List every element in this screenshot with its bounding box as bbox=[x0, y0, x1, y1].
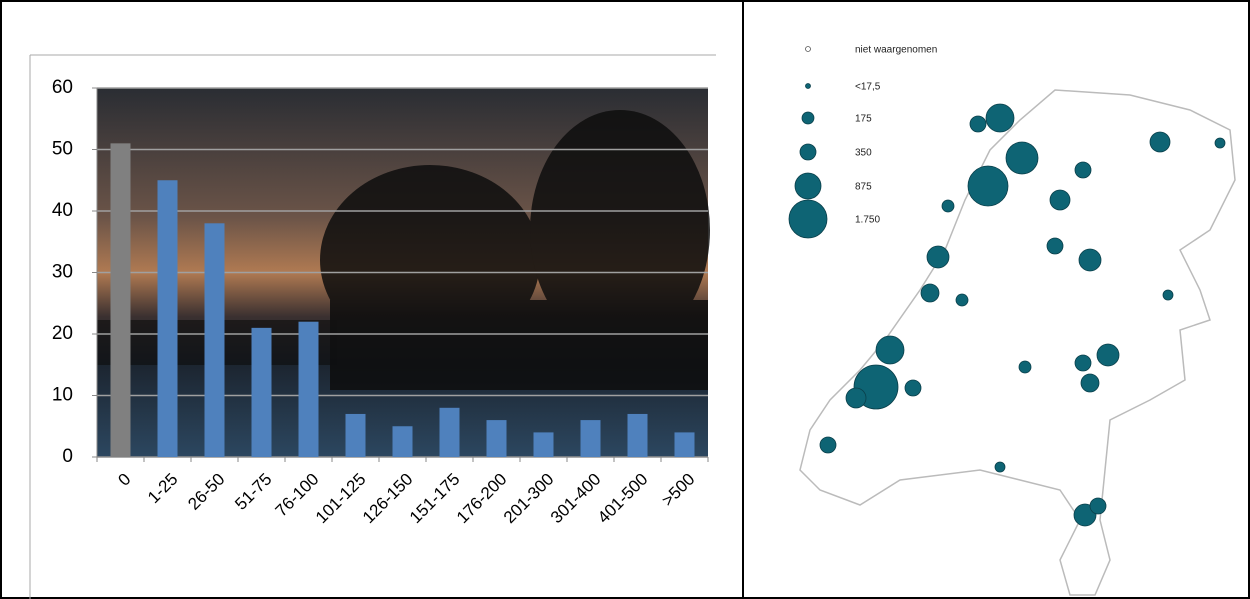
bar bbox=[204, 223, 225, 457]
legend-symbol bbox=[805, 83, 811, 89]
bar bbox=[251, 327, 272, 457]
legend-label: 350 bbox=[855, 148, 872, 159]
bar bbox=[157, 180, 178, 457]
y-tick-label: 0 bbox=[62, 446, 73, 467]
y-tick-label: 50 bbox=[52, 139, 73, 160]
x-tick-label: 201-300 bbox=[500, 470, 558, 528]
legend-symbol bbox=[805, 46, 811, 52]
legend-label: <17,5 bbox=[855, 82, 881, 93]
bar bbox=[392, 426, 413, 457]
x-tick-label: 126-150 bbox=[359, 470, 417, 528]
legend-symbol bbox=[794, 172, 822, 200]
legend-label: 1.750 bbox=[855, 215, 880, 226]
bar bbox=[110, 143, 131, 457]
bar bbox=[533, 432, 554, 457]
legend-symbol bbox=[799, 143, 817, 161]
map: niet waargenomen <17,5 175 350 875 1.750 bbox=[788, 45, 1236, 596]
bar bbox=[345, 413, 366, 457]
tree-silhouettes bbox=[97, 110, 710, 390]
legend-label: niet waargenomen bbox=[855, 45, 937, 56]
legend-label: 175 bbox=[855, 114, 872, 125]
legend-symbol bbox=[788, 199, 828, 239]
x-tick-label: 1-25 bbox=[144, 470, 181, 507]
bar bbox=[674, 432, 695, 457]
x-tick-label: 301-400 bbox=[547, 470, 605, 528]
y-tick-label: 60 bbox=[52, 77, 73, 98]
x-tick-label: 151-175 bbox=[406, 470, 464, 528]
legend-label: 875 bbox=[855, 182, 872, 193]
y-tick-label: 30 bbox=[52, 262, 73, 283]
bar bbox=[298, 321, 319, 457]
bar bbox=[580, 420, 601, 457]
x-tick-label: >500 bbox=[658, 470, 699, 511]
bar bbox=[486, 420, 507, 457]
y-tick-label: 40 bbox=[52, 200, 73, 221]
x-tick-label: 101-125 bbox=[312, 470, 370, 528]
x-tick-label: 51-75 bbox=[231, 470, 275, 514]
bar bbox=[439, 407, 460, 457]
x-tick-label: 26-50 bbox=[184, 470, 228, 514]
x-tick-label: 176-200 bbox=[453, 470, 511, 528]
x-tick-label: 0 bbox=[114, 470, 134, 490]
bar bbox=[627, 413, 648, 457]
x-tick-label: 401-500 bbox=[594, 470, 652, 528]
legend-symbol bbox=[801, 111, 815, 125]
y-tick-label: 10 bbox=[52, 385, 73, 406]
y-tick-label: 20 bbox=[52, 323, 73, 344]
